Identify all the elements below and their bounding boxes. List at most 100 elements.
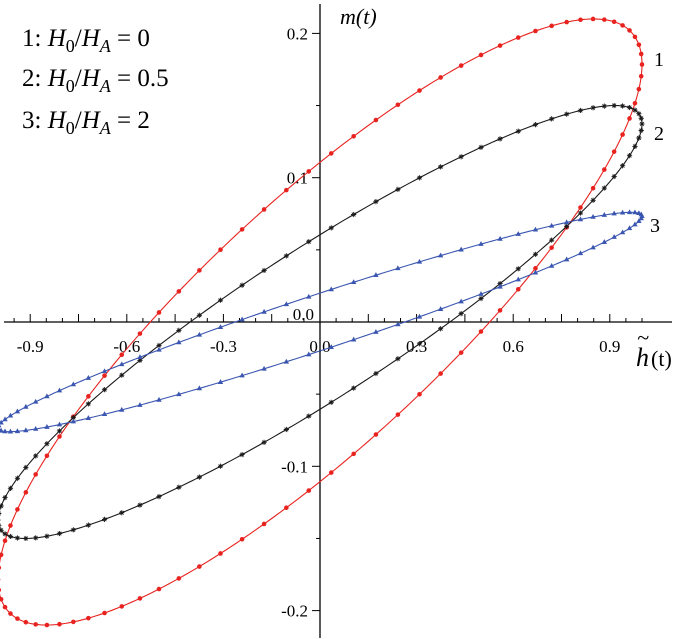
- series-2-point: [577, 210, 584, 216]
- series-2-point: [639, 121, 645, 127]
- series-3-point: [619, 209, 626, 215]
- series-3-point: [101, 368, 108, 374]
- series-1-point: [395, 412, 401, 417]
- series-3-point: [577, 216, 584, 222]
- series-2-point: [70, 527, 76, 533]
- series-3-point: [478, 291, 484, 296]
- series-2-point: [306, 239, 312, 245]
- series-1-point: [620, 23, 625, 28]
- series-1-point: [515, 286, 521, 292]
- series-1-point: [497, 43, 503, 48]
- series-1-point: [8, 523, 13, 528]
- series-1-point: [636, 42, 642, 48]
- series-1-point: [86, 615, 91, 621]
- series-1-point: [438, 371, 443, 376]
- series-1: [0, 16, 645, 628]
- series-3-point: [119, 406, 125, 412]
- curve-label-2: 2: [654, 123, 664, 145]
- series-1-point: [176, 289, 182, 294]
- legend-entry-2: 2: H0/HA = 0.5: [22, 65, 169, 96]
- series-2-point: [33, 535, 39, 541]
- series-1-point: [590, 16, 596, 22]
- series-2-point: [119, 372, 125, 378]
- series-3-point: [23, 427, 29, 433]
- series-1-point: [458, 350, 464, 355]
- series-2-point: [636, 135, 642, 141]
- y-tick-label: 0.1: [287, 169, 308, 188]
- series-2-point: [0, 527, 4, 533]
- x-axis-title: ~h (t): [636, 325, 672, 372]
- series-3-point: [373, 329, 379, 334]
- x-tick-label: -0.3: [210, 337, 237, 356]
- series-3-point: [44, 393, 50, 399]
- series-1-point: [638, 51, 644, 57]
- series-1-point: [261, 207, 267, 212]
- y-tick-label: -0.1: [281, 457, 308, 476]
- series-1-point: [57, 621, 62, 627]
- series-1-point: [306, 488, 312, 493]
- series-2-point: [70, 415, 76, 421]
- series-3-point: [217, 379, 224, 384]
- series-3-point: [176, 339, 182, 345]
- series-1-point: [564, 19, 569, 25]
- series-3-point: [70, 381, 77, 387]
- series-2-point: [532, 251, 539, 257]
- series-3-point: [32, 398, 39, 404]
- series-1-point: [119, 604, 125, 609]
- series-2-point: [283, 253, 289, 259]
- series-3-point: [23, 403, 29, 409]
- series-2-point: [23, 464, 29, 471]
- series-2-point: [515, 266, 521, 272]
- series-2-point: [458, 311, 464, 317]
- series-1-point: [8, 611, 13, 616]
- series-3-point: [7, 428, 14, 434]
- series-3-point: [239, 316, 245, 322]
- series-1-point: [137, 331, 143, 336]
- series-1-point: [197, 268, 202, 273]
- series-3-point: [458, 246, 464, 252]
- series-2-point: [532, 122, 539, 128]
- series-1-point: [44, 453, 50, 459]
- series-1-point: [284, 505, 289, 511]
- series-3-point: [156, 346, 162, 352]
- series-1-point: [639, 62, 645, 67]
- series-2-point: [438, 164, 444, 170]
- series-1-point: [156, 310, 162, 315]
- x-tick-label: 0.6: [503, 337, 524, 356]
- series-3-point: [14, 428, 21, 434]
- x-axis-title-name: h: [636, 343, 649, 372]
- series-2-point: [176, 484, 182, 490]
- series-2-point: [44, 441, 50, 447]
- series-3-point: [478, 241, 484, 246]
- series-3-point: [497, 283, 503, 289]
- series-3-point: [590, 213, 596, 219]
- series-3-point: [196, 331, 203, 337]
- series-2-point: [137, 502, 143, 508]
- series-3-point: [532, 269, 539, 275]
- series-1-point: [86, 394, 91, 399]
- axes: -0.9 -0.6 -0.3 0.0 0.3 0.6 0.9 0.0 -0.2 -0.1 0.1 0.…: [4, 4, 672, 638]
- series-2-point: [196, 312, 202, 318]
- series-2-point: [395, 186, 401, 193]
- series-2-point: [0, 523, 2, 528]
- y-axis-title: m(t): [340, 4, 377, 29]
- series-3-point: [0, 427, 4, 433]
- series-3-point: [601, 239, 608, 244]
- series-2-point: [0, 511, 2, 516]
- series-1-point: [549, 23, 554, 29]
- series-2-point: [33, 453, 39, 459]
- series-3-point: [563, 256, 570, 262]
- series-2-point: [549, 116, 555, 122]
- series-1-point: [417, 88, 422, 93]
- series-1-point: [497, 308, 503, 313]
- series-1-point: [0, 552, 4, 558]
- series-2-point: [636, 111, 642, 117]
- curves: [0, 16, 645, 628]
- series-2-point: [156, 494, 162, 500]
- series-3-point: [590, 244, 596, 250]
- series-3-point: [2, 428, 8, 434]
- series-3-point: [283, 301, 290, 307]
- series-1-point: [611, 19, 617, 25]
- series-1-point: [620, 132, 625, 137]
- series-3-point: [70, 418, 77, 424]
